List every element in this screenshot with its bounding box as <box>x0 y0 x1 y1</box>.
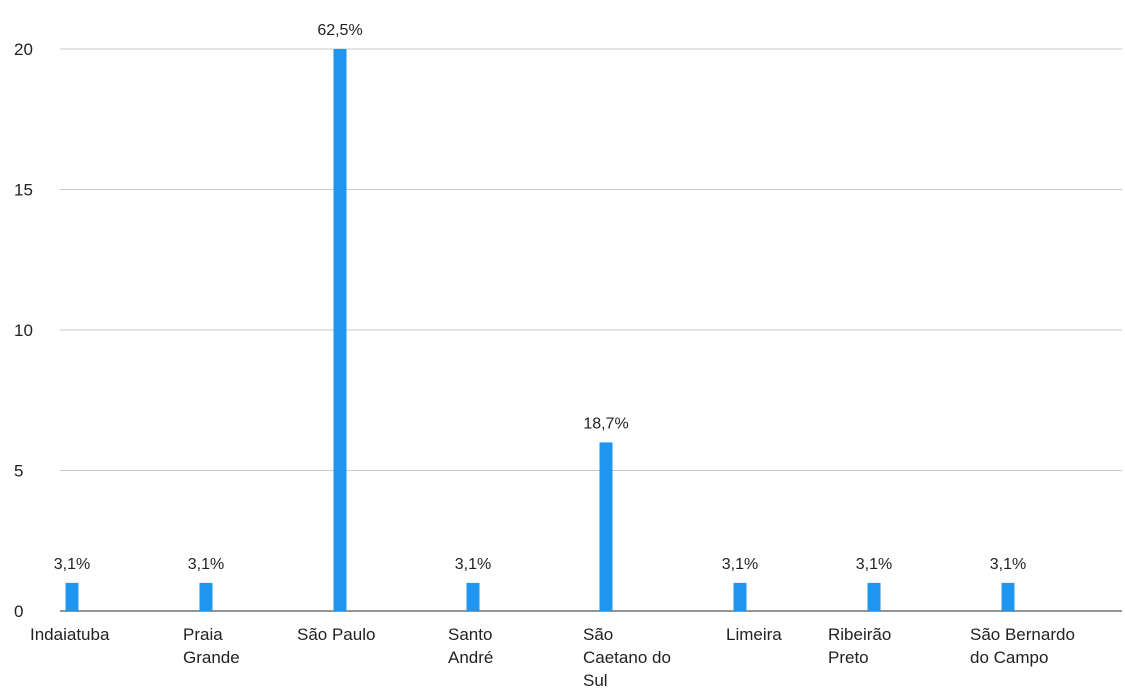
x-category-label: Ribeirão <box>828 625 891 644</box>
data-label: 3,1% <box>455 556 491 573</box>
x-category-label: Praia <box>183 625 223 644</box>
data-label: 3,1% <box>54 556 90 573</box>
x-category-label: Caetano do <box>583 648 671 667</box>
y-tick-label: 20 <box>14 40 33 59</box>
x-category-label: São Paulo <box>297 625 375 644</box>
data-label: 3,1% <box>188 556 224 573</box>
data-label: 3,1% <box>722 556 758 573</box>
x-category-label: André <box>448 648 493 667</box>
x-category-label: São <box>583 625 613 644</box>
bar <box>199 582 213 611</box>
x-category-label: Limeira <box>726 625 782 644</box>
x-category-label: Santo <box>448 625 492 644</box>
bar <box>466 582 480 611</box>
data-label: 3,1% <box>856 556 892 573</box>
x-category-label: São Bernardo <box>970 625 1075 644</box>
bar <box>65 582 79 611</box>
x-category-label: Sul <box>583 671 608 690</box>
grid-layer <box>60 48 1122 612</box>
y-tick-label: 0 <box>14 602 23 621</box>
labels-layer: 0 5 10 15 20 3,1% Indaiatuba 3,1% Praia Grande 62,… <box>14 22 1075 690</box>
bar <box>733 582 747 611</box>
data-label: 18,7% <box>583 415 628 432</box>
bars-layer <box>65 49 1015 611</box>
bar <box>867 582 881 611</box>
data-label: 62,5% <box>317 22 362 39</box>
bar <box>333 49 347 611</box>
x-category-label: Indaiatuba <box>30 625 110 644</box>
y-tick-label: 15 <box>14 181 33 200</box>
y-tick-label: 5 <box>14 462 23 481</box>
bar <box>599 442 613 611</box>
x-category-label: Preto <box>828 648 869 667</box>
data-label: 3,1% <box>990 556 1026 573</box>
bar <box>1001 582 1015 611</box>
y-tick-label: 10 <box>14 321 33 340</box>
x-category-label: Grande <box>183 648 240 667</box>
x-category-label: do Campo <box>970 648 1048 667</box>
